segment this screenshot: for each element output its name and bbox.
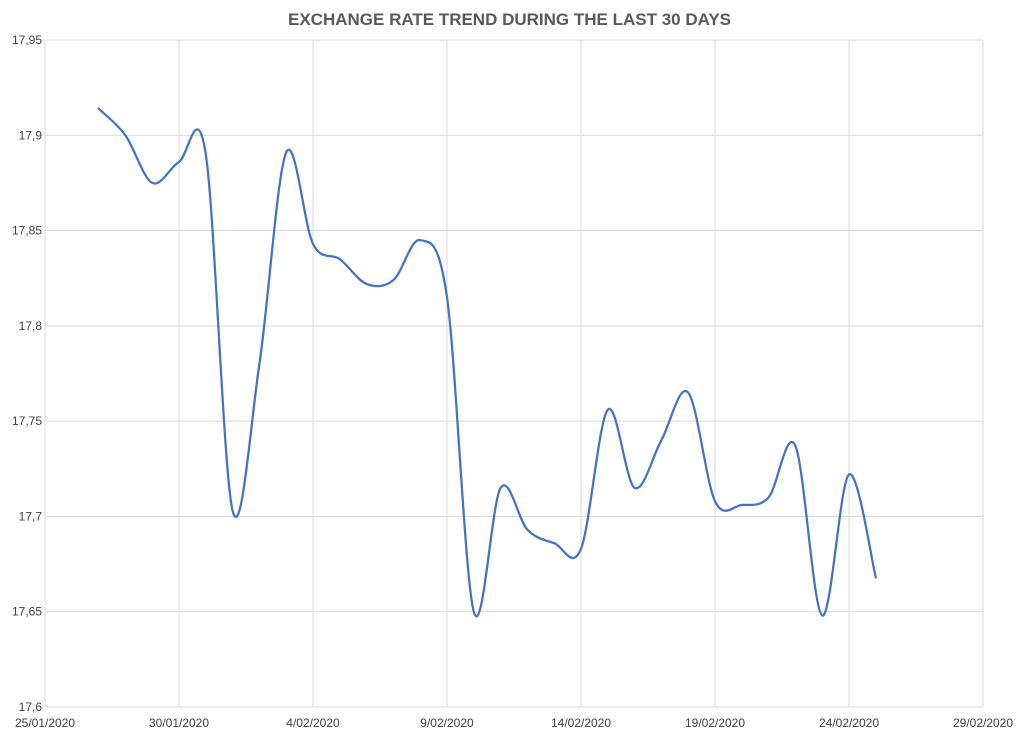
data-point bbox=[258, 363, 260, 365]
y-tick-label: 17,75 bbox=[12, 414, 42, 428]
data-point bbox=[660, 439, 662, 441]
x-tick-label: 4/02/2020 bbox=[286, 716, 340, 730]
x-tick-label: 30/01/2020 bbox=[149, 716, 209, 730]
y-tick-label: 17,85 bbox=[12, 224, 42, 238]
data-point bbox=[285, 151, 287, 153]
x-tick-label: 25/01/2020 bbox=[15, 716, 75, 730]
data-point bbox=[526, 529, 528, 531]
y-axis-ticks: 17,6 17,65 17,7 17,75 17,8 17,85 17,9 17,95 bbox=[12, 33, 42, 714]
data-point bbox=[500, 487, 502, 489]
chart-title: EXCHANGE RATE TREND DURING THE LAST 30 D… bbox=[288, 10, 731, 29]
data-point bbox=[687, 392, 689, 394]
x-axis-ticks: 25/01/2020 30/01/2020 4/02/2020 9/02/2020 14… bbox=[15, 716, 1013, 730]
data-point bbox=[848, 474, 850, 476]
data-point bbox=[607, 409, 609, 411]
data-point bbox=[151, 182, 153, 184]
data-point bbox=[124, 134, 126, 136]
data-point bbox=[553, 542, 555, 544]
y-tick-label: 17,65 bbox=[12, 605, 42, 619]
x-tick-label: 19/02/2020 bbox=[685, 716, 745, 730]
data-point bbox=[339, 258, 341, 260]
data-point bbox=[419, 239, 421, 241]
y-tick-label: 17,7 bbox=[19, 509, 43, 523]
y-tick-label: 17,6 bbox=[19, 700, 43, 714]
y-tick-label: 17,8 bbox=[19, 319, 43, 333]
series-line bbox=[97, 107, 877, 618]
data-point bbox=[205, 153, 207, 155]
y-tick-label: 17,9 bbox=[19, 128, 43, 142]
data-point bbox=[232, 510, 234, 512]
data-point bbox=[446, 296, 448, 298]
x-tick-label: 29/02/2020 bbox=[953, 716, 1013, 730]
data-point bbox=[473, 611, 475, 613]
x-tick-label: 24/02/2020 bbox=[819, 716, 879, 730]
data-point bbox=[768, 496, 770, 498]
data-point bbox=[875, 576, 877, 578]
gridlines bbox=[44, 39, 984, 708]
data-point bbox=[392, 279, 394, 281]
data-point bbox=[634, 487, 636, 489]
series-layer bbox=[97, 107, 877, 618]
x-tick-label: 9/02/2020 bbox=[420, 716, 474, 730]
data-point bbox=[714, 500, 716, 502]
data-point bbox=[794, 445, 796, 447]
data-point bbox=[821, 615, 823, 617]
data-point bbox=[312, 243, 314, 245]
data-point bbox=[98, 108, 100, 110]
data-point bbox=[178, 161, 180, 163]
y-tick-label: 17,95 bbox=[12, 33, 42, 47]
data-point bbox=[366, 283, 368, 285]
data-point bbox=[580, 548, 582, 550]
x-tick-label: 14/02/2020 bbox=[551, 716, 611, 730]
data-point bbox=[741, 504, 743, 506]
